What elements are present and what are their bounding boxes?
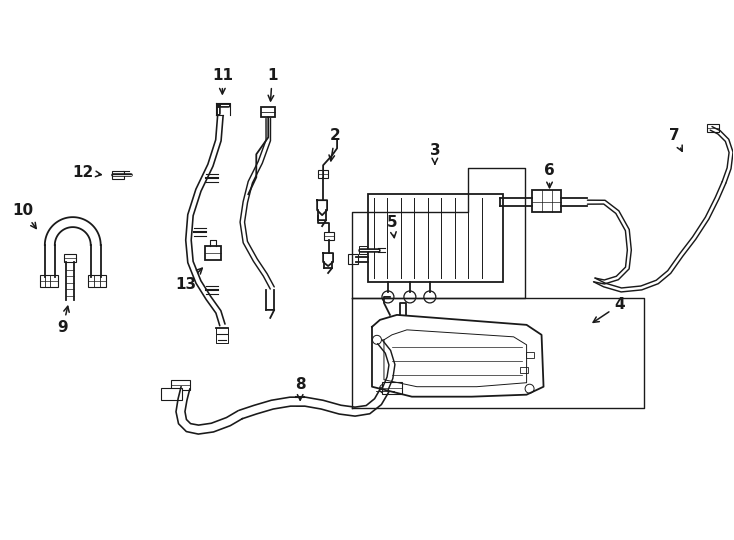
- Circle shape: [404, 291, 416, 303]
- Circle shape: [379, 384, 388, 393]
- Text: 7: 7: [669, 128, 682, 151]
- Circle shape: [525, 384, 534, 393]
- Text: 13: 13: [175, 268, 203, 293]
- Text: 8: 8: [295, 377, 305, 400]
- Text: 9: 9: [57, 306, 69, 335]
- Bar: [520, 367, 528, 373]
- Bar: [170, 380, 190, 390]
- Text: 4: 4: [593, 298, 625, 322]
- Bar: [161, 388, 183, 400]
- Text: 6: 6: [544, 163, 555, 188]
- Bar: [382, 382, 402, 394]
- Text: 10: 10: [12, 202, 36, 228]
- Bar: [88, 275, 106, 287]
- Text: 5: 5: [387, 214, 397, 238]
- Text: 1: 1: [267, 68, 277, 101]
- Bar: [324, 232, 334, 240]
- Text: 11: 11: [212, 68, 233, 94]
- Bar: [318, 170, 328, 178]
- Bar: [531, 190, 562, 212]
- Text: 2: 2: [329, 128, 341, 161]
- Bar: [368, 194, 503, 282]
- Bar: [64, 254, 76, 262]
- Bar: [526, 352, 534, 358]
- Bar: [707, 124, 719, 132]
- Bar: [261, 107, 275, 117]
- Circle shape: [382, 291, 394, 303]
- Bar: [206, 246, 222, 260]
- Circle shape: [424, 291, 436, 303]
- Circle shape: [372, 335, 382, 345]
- Bar: [112, 171, 123, 179]
- Bar: [40, 275, 58, 287]
- Bar: [348, 254, 358, 264]
- Text: 3: 3: [429, 143, 440, 164]
- Bar: [359, 246, 367, 254]
- Text: 12: 12: [72, 165, 101, 180]
